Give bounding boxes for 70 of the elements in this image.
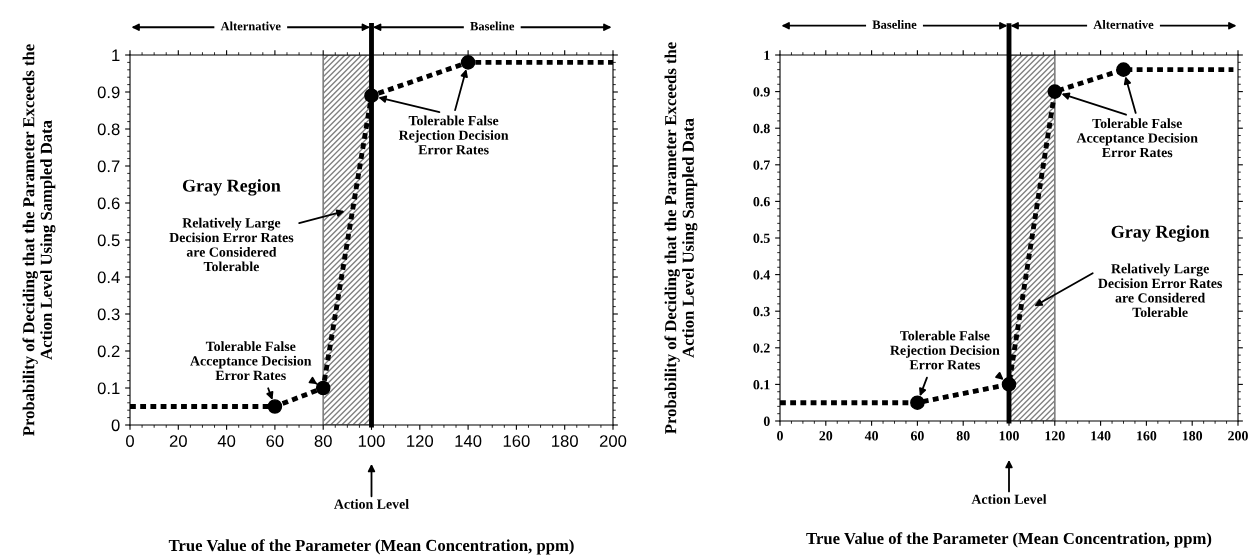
text: Alternative — [1093, 20, 1154, 29]
y-tick-label: 0.6 — [97, 197, 120, 210]
y-tick-label: 0 — [763, 416, 770, 426]
x-axis-title: True Value of the Parameter (Mean Concentration, ppm) — [168, 539, 574, 555]
y-tick-label: 0.5 — [97, 234, 120, 247]
annotation: Tolerable False Rejection Decision Error Rates — [890, 330, 1000, 370]
text: Baseline — [470, 21, 515, 31]
x-tick-label: 80 — [956, 431, 970, 441]
annotation: Relatively Large Decision Error Rates are Considered Tolerable — [169, 217, 294, 272]
x-tick-label: 140 — [455, 435, 482, 447]
ref-line-label: Action Level — [971, 494, 1047, 504]
point — [1001, 377, 1017, 392]
x-tick-label: 160 — [1137, 431, 1157, 441]
y-tick-label: 0.9 — [753, 87, 770, 97]
y-tick-label: 0.5 — [753, 233, 770, 244]
annotation: Tolerable False Acceptance Decision Error Rates — [190, 341, 312, 381]
y-tick-label: 0.2 — [97, 345, 120, 358]
y-tick-label: 0.7 — [97, 160, 120, 173]
y-tick-label: 1 — [764, 50, 770, 60]
x-tick-label: 0 — [126, 435, 134, 447]
y-tick-label: 0.8 — [97, 123, 120, 136]
x-tick-label: 200 — [1228, 431, 1248, 441]
x-tick-label: 200 — [599, 435, 627, 447]
x-tick-label: 80 — [314, 435, 332, 447]
annotation: Gray Region — [182, 179, 281, 196]
y-tick-label: 0.2 — [753, 343, 770, 353]
x-tick-label: 60 — [910, 431, 924, 441]
ref-line-label: Action Level — [334, 499, 409, 509]
x-tick-label: 140 — [1091, 431, 1111, 441]
y-tick-label: 0.1 — [97, 382, 120, 395]
x-tick-label: 100 — [999, 431, 1019, 441]
point — [460, 55, 476, 70]
annotation: Tolerable False Rejection Decision Error Rates — [398, 115, 509, 155]
x-tick-label: 120 — [1045, 431, 1065, 441]
point — [1116, 62, 1131, 77]
y-tick-label: 0.4 — [753, 270, 771, 280]
x-tick-label: 120 — [407, 435, 434, 447]
text: Baseline — [872, 20, 917, 29]
x-tick-label: 180 — [1182, 431, 1203, 441]
x-tick-label: 100 — [358, 435, 385, 447]
y-tick-label: 0.8 — [753, 123, 770, 134]
annotation: Gray Region — [1111, 225, 1210, 242]
x-tick-label: 0 — [777, 431, 783, 441]
annotation: Relatively Large Decision Error Rates are Considered Tolerable — [1098, 263, 1223, 318]
x-tick-label: 180 — [552, 435, 578, 447]
y-axis-title: Probability of Deciding that the Parameter Exceeds the Action Level Using Sampled Data — [664, 42, 698, 434]
y-axis-title: Probability of Deciding that the Parameter Exceeds the Action Level Using Sampled Data — [22, 44, 56, 436]
point — [364, 88, 379, 103]
x-tick-label: 20 — [819, 431, 833, 441]
annotation: Tolerable False Acceptance Decision Error Rates — [1076, 118, 1198, 158]
y-tick-label: 0.1 — [753, 379, 770, 390]
point — [1047, 84, 1063, 99]
x-tick-label: 160 — [503, 435, 530, 447]
point — [910, 395, 925, 410]
y-tick-label: 0.3 — [97, 308, 120, 321]
text: Alternative — [220, 21, 281, 31]
x-tick-label: 40 — [864, 431, 879, 441]
y-tick-label: 0.4 — [97, 271, 120, 284]
y-tick-label: 1 — [112, 49, 120, 62]
y-tick-label: 0.9 — [97, 86, 120, 99]
y-tick-label: 0.6 — [753, 196, 770, 207]
x-tick-label: 40 — [217, 435, 236, 447]
y-tick-label: 0.7 — [753, 160, 770, 170]
x-tick-label: 20 — [169, 435, 187, 447]
y-tick-label: 0 — [111, 419, 120, 432]
y-tick-label: 0.3 — [753, 306, 770, 317]
x-tick-label: 60 — [266, 435, 284, 447]
x-axis-title: True Value of the Parameter (Mean Concentration, ppm) — [806, 532, 1212, 548]
point — [315, 380, 331, 396]
point — [267, 399, 283, 414]
